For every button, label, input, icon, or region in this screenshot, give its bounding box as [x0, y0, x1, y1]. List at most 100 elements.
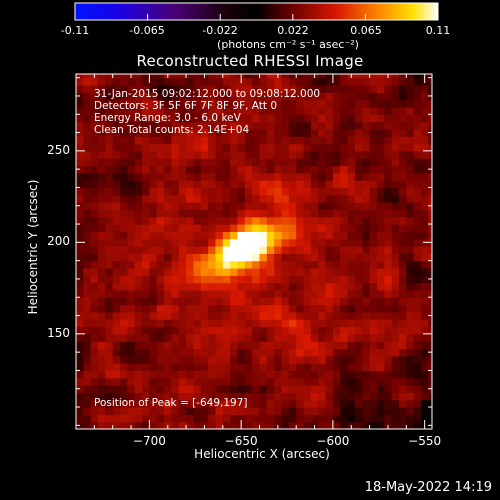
heatmap-cell	[90, 304, 99, 313]
heatmap-cell	[164, 363, 173, 372]
heatmap-cell	[376, 121, 385, 130]
heatmap-cell	[127, 121, 136, 130]
heatmap-cell	[259, 158, 268, 167]
heatmap-cell	[259, 267, 268, 276]
heatmap-cell	[193, 209, 202, 218]
heatmap-cell	[259, 121, 268, 130]
heatmap-cell	[193, 385, 202, 393]
heatmap-cell	[296, 77, 305, 86]
heatmap-cell	[178, 172, 187, 181]
heatmap-cell	[420, 121, 429, 130]
heatmap-cell	[120, 260, 128, 269]
heatmap-cell	[310, 150, 319, 159]
heatmap-cell	[112, 421, 121, 429]
heatmap-cell	[237, 121, 246, 130]
heatmap-cell	[215, 275, 224, 284]
heatmap-cell	[369, 165, 378, 174]
heatmap-cell	[296, 385, 305, 393]
heatmap-cell	[127, 165, 136, 174]
heatmap-cell	[406, 194, 415, 203]
heatmap-cell	[244, 414, 253, 423]
heatmap-cell	[384, 165, 393, 174]
heatmap-cell	[398, 114, 407, 123]
heatmap-cell	[420, 224, 429, 232]
heatmap-cell	[288, 172, 297, 181]
heatmap-cell	[296, 348, 305, 357]
heatmap-cell	[354, 231, 363, 240]
heatmap-cell	[406, 297, 415, 306]
heatmap-cell	[156, 297, 165, 306]
heatmap-cell	[332, 282, 341, 291]
heatmap-cell	[384, 136, 393, 145]
heatmap-cell	[413, 92, 422, 101]
heatmap-cell	[347, 267, 356, 276]
heatmap-cell	[142, 238, 150, 247]
heatmap-cell	[178, 187, 187, 196]
heatmap-cell	[259, 319, 268, 328]
heatmap-cell	[325, 238, 334, 247]
heatmap-cell	[215, 385, 224, 393]
heatmap-cell	[222, 297, 231, 306]
heatmap-cell	[83, 311, 92, 320]
heatmap-cell	[252, 74, 261, 79]
heatmap-cell	[420, 392, 429, 401]
heatmap-cell	[274, 202, 283, 211]
heatmap-cell	[303, 311, 312, 320]
heatmap-cell	[406, 355, 415, 364]
heatmap-cell	[362, 311, 371, 320]
heatmap-cell	[332, 326, 341, 335]
heatmap-cell	[200, 187, 209, 196]
heatmap-cell	[90, 180, 99, 189]
heatmap-cell	[156, 84, 165, 93]
heatmap-cell	[354, 194, 363, 203]
heatmap-cell	[156, 136, 165, 145]
heatmap-cell	[127, 84, 136, 93]
heatmap-cell	[428, 158, 432, 167]
heatmap-cell	[406, 84, 415, 93]
heatmap-cell	[215, 407, 224, 415]
heatmap-cell	[281, 326, 290, 335]
heatmap-cell	[288, 84, 297, 93]
heatmap-cell	[259, 150, 268, 159]
heatmap-cell	[281, 414, 290, 423]
heatmap-cell	[384, 194, 393, 203]
heatmap-cell	[164, 77, 173, 86]
heatmap-cell	[142, 187, 150, 196]
heatmap-cell	[164, 224, 173, 232]
heatmap-cell	[120, 289, 128, 298]
heatmap-cell	[120, 121, 128, 130]
heatmap-cell	[384, 341, 393, 350]
heatmap-cell	[222, 414, 231, 423]
heatmap-cell	[318, 377, 327, 386]
heatmap-cell	[244, 121, 253, 130]
heatmap-cell	[420, 282, 429, 291]
heatmap-cell	[178, 99, 187, 108]
heatmap-cell	[413, 158, 422, 167]
heatmap-cell	[186, 77, 195, 86]
heatmap-cell	[186, 231, 195, 240]
heatmap-cell	[340, 385, 349, 393]
heatmap-cell	[369, 267, 378, 276]
heatmap-cell	[156, 289, 165, 298]
heatmap-cell	[288, 77, 297, 86]
heatmap-cell	[347, 377, 356, 386]
heatmap-cell	[200, 209, 209, 218]
heatmap-cell	[149, 385, 158, 393]
heatmap-cell	[142, 216, 150, 225]
heatmap-cell	[105, 143, 114, 152]
heatmap-cell	[112, 172, 121, 181]
heatmap-cell	[332, 275, 341, 284]
heatmap-cell	[200, 385, 209, 393]
heatmap-cell	[347, 297, 356, 306]
heatmap-cell	[244, 238, 253, 247]
heatmap-cell	[222, 333, 231, 342]
heatmap-cell	[310, 216, 319, 225]
heatmap-cell	[230, 224, 239, 232]
heatmap-cell	[215, 114, 224, 123]
heatmap-cell	[127, 363, 136, 372]
heatmap-cell	[303, 275, 312, 284]
heatmap-cell	[369, 311, 378, 320]
heatmap-cell	[274, 231, 283, 240]
heatmap-cell	[296, 421, 305, 429]
heatmap-cell	[76, 341, 84, 350]
